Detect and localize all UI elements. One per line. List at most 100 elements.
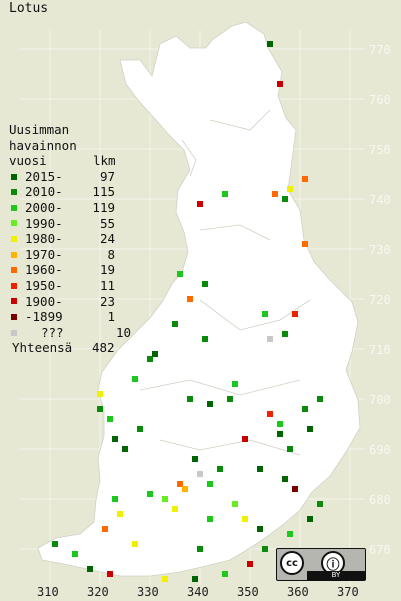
legend-entry-label: 1960- [25, 262, 63, 278]
observation-square [197, 201, 203, 207]
legend-swatch [11, 204, 17, 211]
y-axis-tick-label: 730 [369, 243, 391, 257]
observation-square [192, 456, 198, 462]
legend-swatch [11, 298, 17, 305]
y-axis-tick-label: 680 [369, 493, 391, 507]
creative-commons-icon: cc [280, 551, 304, 575]
legend-entry: -1899 1 [9, 309, 131, 325]
observation-square [277, 431, 283, 437]
observation-square [97, 391, 103, 397]
legend-entry-label: 1900- [25, 293, 63, 309]
y-axis-tick-label: 690 [369, 443, 391, 457]
observation-square [247, 561, 253, 567]
observation-square [302, 176, 308, 182]
legend-entry-label: 1950- [25, 277, 63, 293]
observation-square [192, 576, 198, 582]
observation-square [207, 401, 213, 407]
observation-square [187, 396, 193, 402]
observation-square [187, 296, 193, 302]
legend: Uusimman havainnon vuosi lkm 2015- 97 2010… [9, 122, 131, 356]
observation-square [222, 571, 228, 577]
legend-total-count: 482 [92, 340, 115, 356]
legend-swatch [11, 267, 17, 274]
legend-entry: 1970- 8 [9, 247, 131, 263]
observation-square [112, 436, 118, 442]
observation-square [112, 496, 118, 502]
observation-square [242, 516, 248, 522]
observation-square [262, 546, 268, 552]
observation-square [272, 191, 278, 197]
observation-square [162, 496, 168, 502]
y-axis-tick-label: 740 [369, 193, 391, 207]
legend-heading-line: havainnon [9, 137, 77, 153]
observation-square [232, 381, 238, 387]
y-axis-tick-label: 720 [369, 293, 391, 307]
legend-swatch [11, 189, 17, 196]
x-axis-tick-label: 330 [137, 585, 159, 599]
legend-entry-count: 19 [99, 262, 115, 278]
legend-swatch [11, 251, 17, 258]
observation-square [207, 481, 213, 487]
legend-entry-count: 55 [99, 215, 115, 231]
observation-square [317, 501, 323, 507]
legend-entry-count: 10 [115, 324, 131, 340]
legend-entry-label: 2015- [25, 168, 63, 184]
legend-swatch [11, 282, 17, 289]
observation-square [217, 466, 223, 472]
legend-entry: 2015- 97 [9, 169, 131, 185]
legend-heading-line: vuosi [9, 153, 47, 169]
observation-square [52, 541, 58, 547]
observation-square [222, 191, 228, 197]
observation-square [262, 311, 268, 317]
map-title: Lotus [9, 1, 49, 16]
legend-count-header: lkm [93, 153, 116, 169]
legend-entry: 1900- 23 [9, 294, 131, 310]
observation-square [177, 271, 183, 277]
legend-swatch [11, 329, 17, 336]
observation-square [277, 421, 283, 427]
observation-square [197, 471, 203, 477]
observation-square [267, 336, 273, 342]
observation-square [97, 406, 103, 412]
legend-entry-label: -1899 [25, 309, 63, 325]
y-axis-tick-label: 760 [369, 93, 391, 107]
y-axis-tick-label: 750 [369, 143, 391, 157]
observation-square [72, 551, 78, 557]
observation-square [137, 426, 143, 432]
legend-total-row: Yhteensä 482 [9, 340, 131, 356]
observation-square [242, 436, 248, 442]
legend-entry: 2010- 115 [9, 184, 131, 200]
legend-entry-label: 1980- [25, 231, 63, 247]
observation-square [292, 486, 298, 492]
observation-square [302, 241, 308, 247]
observation-square [267, 41, 273, 47]
observation-square [197, 546, 203, 552]
x-axis-tick-label: 350 [237, 585, 259, 599]
legend-entry: 2000- 119 [9, 200, 131, 216]
legend-entry: 1990- 55 [9, 216, 131, 232]
observation-square [257, 526, 263, 532]
observation-square [202, 336, 208, 342]
observation-square [107, 416, 113, 422]
x-axis-tick-label: 320 [87, 585, 109, 599]
observation-square [287, 446, 293, 452]
observation-square [307, 516, 313, 522]
observation-square [122, 446, 128, 452]
legend-entry-count: 11 [99, 277, 115, 293]
observation-square [287, 186, 293, 192]
observation-square [282, 476, 288, 482]
observation-square [182, 486, 188, 492]
observation-square [147, 356, 153, 362]
y-axis-tick-label: 670 [369, 543, 391, 557]
legend-entry-label: ??? [41, 324, 64, 340]
cc-by-license-badge[interactable]: cc ⓘ BY [276, 548, 366, 581]
observation-square [152, 351, 158, 357]
observation-square [117, 511, 123, 517]
legend-entry-label: 1990- [25, 215, 63, 231]
legend-entry-count: 1 [107, 309, 115, 325]
observation-square [317, 396, 323, 402]
observation-square [307, 426, 313, 432]
x-axis-tick-label: 360 [287, 585, 309, 599]
observation-square [202, 281, 208, 287]
